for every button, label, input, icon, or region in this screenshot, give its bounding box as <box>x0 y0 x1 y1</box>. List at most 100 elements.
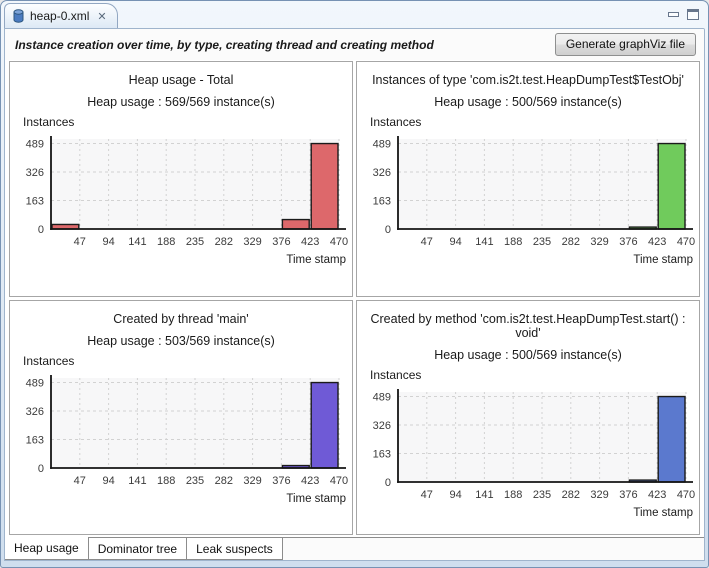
bar <box>310 142 339 230</box>
x-tick-label: 470 <box>330 236 348 248</box>
y-axis-label: Instances <box>23 353 75 368</box>
x-tick-label: 188 <box>504 236 522 248</box>
x-tick-label: 376 <box>272 236 290 248</box>
x-axis-label: Time stamp <box>286 493 346 505</box>
y-tick-label: 163 <box>373 196 391 208</box>
y-tick-label: 489 <box>26 377 44 389</box>
y-tick-label: 0 <box>385 224 391 236</box>
x-tick-label: 470 <box>330 475 348 487</box>
chart-title: Instances of type 'com.is2t.test.HeapDum… <box>372 73 684 87</box>
x-tick-label: 329 <box>590 489 608 501</box>
x-tick-label: 141 <box>128 236 146 248</box>
tab-close-icon[interactable]: ✕ <box>97 10 107 23</box>
bottom-tab-bar: Heap usage Dominator tree Leak suspects <box>5 537 704 560</box>
x-tick-label: 423 <box>648 236 666 248</box>
y-tick-label: 326 <box>26 167 44 179</box>
bar-chart-created-by-method: 0 163 326 489 47 94 141 188 235 282 329 376 423 470 Ti… <box>373 388 695 519</box>
chart-subtitle: Heap usage : 500/569 instance(s) <box>434 95 622 109</box>
y-tick-label: 163 <box>373 448 391 460</box>
chart-title: Heap usage - Total <box>128 73 234 87</box>
chart-panel-created-by-method: Created by method 'com.is2t.test.HeapDum… <box>356 299 700 535</box>
x-tick-label: 235 <box>533 489 551 501</box>
x-axis-label: Time stamp <box>633 507 693 519</box>
bar-chart-created-by-thread: 0 163 326 489 47 94 141 188 235 282 329 376 423 470 Ti… <box>26 374 348 505</box>
x-tick-label: 423 <box>301 236 319 248</box>
chart-subtitle: Heap usage : 500/569 instance(s) <box>434 347 622 362</box>
editor-content: Instance creation over time, by type, cr… <box>4 28 705 561</box>
y-axis-label: Instances <box>370 115 422 129</box>
page-header: Instance creation over time, by type, cr… <box>5 29 704 60</box>
tab-heap-usage[interactable]: Heap usage <box>5 537 89 560</box>
editor-tab-bar: heap-0.xml ✕ <box>4 1 705 28</box>
y-tick-label: 0 <box>385 477 391 489</box>
x-tick-label: 423 <box>648 489 666 501</box>
x-tick-label: 282 <box>562 236 580 248</box>
view-window-buttons <box>668 9 699 20</box>
x-tick-label: 282 <box>562 489 580 501</box>
y-tick-label: 326 <box>26 406 44 418</box>
x-tick-label: 329 <box>243 236 261 248</box>
x-tick-label: 376 <box>619 489 637 501</box>
y-tick-label: 0 <box>38 463 44 475</box>
chart-panel-instances-of-type: Instances of type 'com.is2t.test.HeapDum… <box>356 61 700 297</box>
heap-dump-cylinder-icon <box>13 9 24 23</box>
x-tick-label: 282 <box>215 236 233 248</box>
y-tick-label: 326 <box>373 420 391 432</box>
x-tick-label: 329 <box>590 236 608 248</box>
x-tick-label: 470 <box>677 489 695 501</box>
x-tick-label: 141 <box>475 489 493 501</box>
bar <box>281 218 310 230</box>
bar <box>657 395 686 483</box>
chart-subtitle: Heap usage : 503/569 instance(s) <box>87 333 275 348</box>
x-tick-label: 235 <box>186 236 204 248</box>
y-tick-label: 489 <box>373 391 391 403</box>
x-tick-label: 94 <box>102 236 114 248</box>
tab-leak-suspects[interactable]: Leak suspects <box>187 538 283 560</box>
x-axis-label: Time stamp <box>286 254 346 266</box>
y-axis-label: Instances <box>370 367 422 382</box>
bar-chart-instances-of-type: 0 163 326 489 47 94 141 188 235 282 329 376 423 470 Ti… <box>373 136 695 266</box>
chart-title: Created by thread 'main' <box>113 311 249 326</box>
x-tick-label: 235 <box>186 475 204 487</box>
bottom-tab-filler <box>283 538 704 560</box>
x-tick-label: 188 <box>157 236 175 248</box>
y-tick-label: 163 <box>26 434 44 446</box>
x-tick-label: 47 <box>74 475 86 487</box>
x-tick-label: 376 <box>619 236 637 248</box>
x-tick-label: 47 <box>421 489 433 501</box>
chart-title: Created by method 'com.is2t.test.HeapDum… <box>370 311 686 340</box>
minimize-icon[interactable] <box>668 12 679 17</box>
x-tick-label: 94 <box>449 489 461 501</box>
maximize-icon[interactable] <box>687 9 699 20</box>
tab-heap-0-xml[interactable]: heap-0.xml ✕ <box>4 3 118 28</box>
page-title: Instance creation over time, by type, cr… <box>15 37 434 52</box>
x-tick-label: 188 <box>504 489 522 501</box>
chart-panel-heap-total: Heap usage - Total Heap usage : 569/569 … <box>9 61 353 297</box>
bar <box>310 381 339 469</box>
y-axis-label: Instances <box>23 115 75 129</box>
x-tick-label: 235 <box>533 236 551 248</box>
generate-graphviz-button[interactable]: Generate graphViz file <box>554 33 696 56</box>
y-tick-label: 326 <box>373 167 391 179</box>
y-tick-label: 489 <box>373 139 391 151</box>
x-tick-label: 94 <box>449 236 461 248</box>
tab-dominator-tree[interactable]: Dominator tree <box>88 538 188 560</box>
x-tick-label: 141 <box>128 475 146 487</box>
x-tick-label: 470 <box>677 236 695 248</box>
x-tick-label: 141 <box>475 236 493 248</box>
x-tick-label: 329 <box>243 475 261 487</box>
y-tick-label: 489 <box>26 139 44 151</box>
bar <box>657 142 686 230</box>
x-tick-label: 47 <box>74 236 86 248</box>
y-tick-label: 163 <box>26 196 44 208</box>
bar-chart-heap-total: 0 163 326 489 47 94 141 188 235 282 329 376 423 470 Ti… <box>26 136 348 266</box>
chart-subtitle: Heap usage : 569/569 instance(s) <box>87 95 275 109</box>
charts-grid: Heap usage - Total Heap usage : 569/569 … <box>5 60 704 537</box>
chart-panel-created-by-thread: Created by thread 'main' Heap usage : 50… <box>9 299 353 535</box>
x-axis-label: Time stamp <box>633 254 693 266</box>
x-tick-label: 94 <box>102 475 114 487</box>
x-tick-label: 282 <box>215 475 233 487</box>
x-tick-label: 423 <box>301 475 319 487</box>
x-tick-label: 376 <box>272 475 290 487</box>
